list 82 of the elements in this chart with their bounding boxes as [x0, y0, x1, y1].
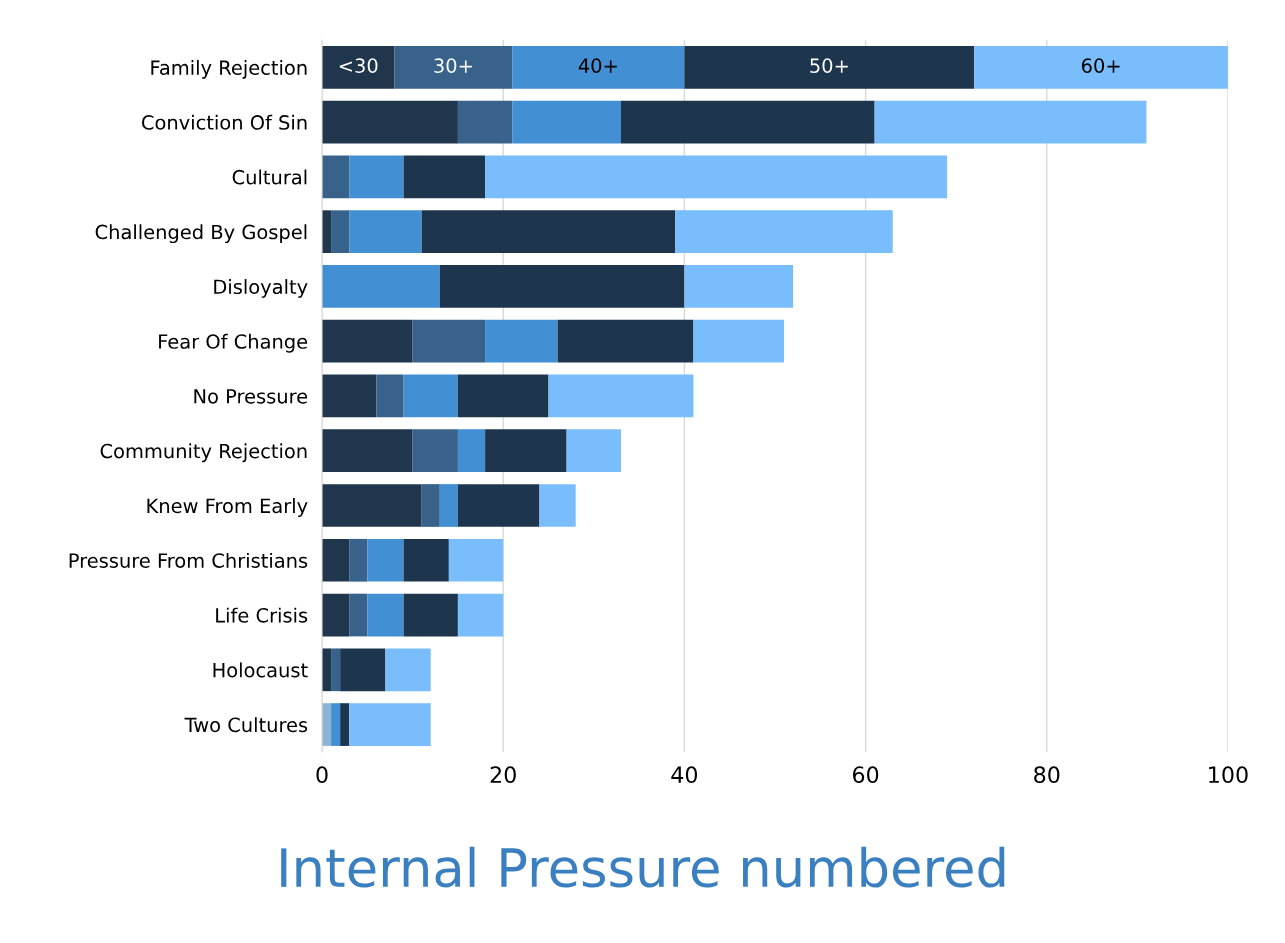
bar [448, 538, 504, 582]
bar [349, 210, 422, 254]
bar [322, 484, 422, 527]
bar [485, 319, 558, 363]
bar [322, 593, 350, 637]
bar [322, 46, 395, 89]
x-tick-label: 60 [852, 766, 879, 784]
bar [548, 374, 694, 418]
bar [385, 648, 431, 692]
bar [874, 100, 1147, 144]
y-tick-label: Disloyalty [214, 279, 308, 298]
bar [457, 429, 486, 473]
y-tick-label: Community Rejection [100, 443, 307, 463]
bar [566, 429, 621, 473]
x-tick-label: 40 [671, 766, 698, 784]
bar [403, 593, 458, 637]
y-tick-label: Challenged By Gospel [95, 224, 307, 244]
bar [340, 648, 386, 692]
bar [485, 155, 948, 199]
bar [403, 538, 449, 582]
bar [331, 703, 341, 746]
bar [331, 648, 341, 692]
x-tick-label: 100 [1209, 766, 1248, 784]
bar [322, 155, 350, 199]
bar [974, 46, 1228, 89]
y-tick-label: Pressure From Christians [69, 552, 308, 568]
bar [675, 210, 893, 254]
bar [421, 484, 440, 527]
bar [412, 429, 458, 473]
bar [457, 484, 540, 527]
bar [349, 703, 431, 746]
bar [394, 46, 513, 89]
bar [322, 429, 413, 473]
bar [512, 46, 685, 89]
y-tick-label: Holocaust [213, 662, 308, 678]
bar [693, 319, 785, 363]
bar [322, 538, 350, 582]
bar [403, 155, 486, 199]
bar [457, 100, 513, 144]
bar [322, 319, 413, 363]
bar [485, 429, 567, 473]
y-tick-label: No Pressure [194, 389, 308, 404]
bar [331, 210, 350, 254]
bar [349, 538, 368, 582]
bar [322, 374, 377, 418]
series-label: 60+ [1081, 58, 1120, 74]
bar [439, 265, 685, 308]
y-tick-label: Family Rejection [151, 59, 307, 79]
bar [684, 265, 794, 308]
series-label: 30+ [434, 58, 472, 74]
y-tick-label: Knew From Early [147, 498, 308, 517]
bar [457, 374, 549, 418]
y-tick-label: Cultural [232, 169, 307, 185]
bar [620, 100, 875, 144]
bar [539, 484, 576, 527]
bar [349, 593, 368, 637]
bar [367, 538, 404, 582]
bar [340, 703, 350, 746]
y-tick-label: Two Cultures [184, 717, 308, 733]
series-label: <30 [339, 58, 378, 74]
bar [367, 593, 404, 637]
y-tick-label: Fear Of Change [159, 333, 308, 353]
bar [439, 484, 458, 527]
bar [684, 46, 975, 89]
bar [512, 100, 621, 144]
bar [322, 265, 440, 308]
series-label: 50+ [810, 58, 848, 74]
bar [349, 155, 404, 199]
bar [376, 374, 404, 418]
y-tick-label: Conviction Of Sin [142, 114, 307, 130]
bar [557, 319, 694, 363]
series-label: 40+ [578, 58, 617, 74]
bar [457, 593, 504, 637]
bar [322, 100, 458, 144]
x-tick-label: 20 [490, 766, 516, 784]
y-tick-label: Life Crisis [216, 607, 308, 623]
text: Internal Pressure numbered [281, 846, 1005, 888]
bar [412, 319, 486, 363]
x-tick-label: 0 [316, 766, 328, 784]
bar [421, 210, 676, 254]
bar [403, 374, 458, 418]
x-tick-label: 80 [1034, 766, 1060, 784]
